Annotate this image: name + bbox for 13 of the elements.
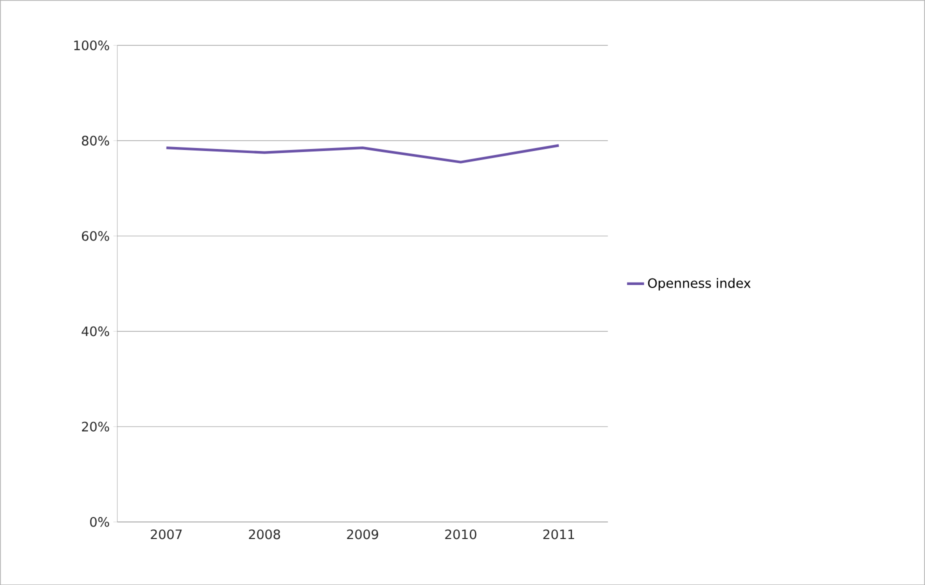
line-series — [165, 144, 560, 164]
x-tick-label: 2007 — [150, 529, 182, 540]
y-tick-label: 40% — [82, 326, 110, 336]
x-tick-label: 2009 — [347, 529, 378, 540]
y-tick-label: 100% — [74, 40, 110, 50]
x-tick-label: 2011 — [543, 529, 574, 540]
y-tick-label: 60% — [82, 230, 110, 241]
x-tick-label: 2008 — [248, 529, 280, 540]
y-tick-label: 20% — [82, 422, 110, 432]
legend-label: Openness index — [648, 278, 751, 290]
x-tick-label: 2010 — [445, 529, 476, 540]
y-tick-label: 0% — [90, 516, 110, 527]
y-tick-label: 80% — [82, 136, 110, 146]
